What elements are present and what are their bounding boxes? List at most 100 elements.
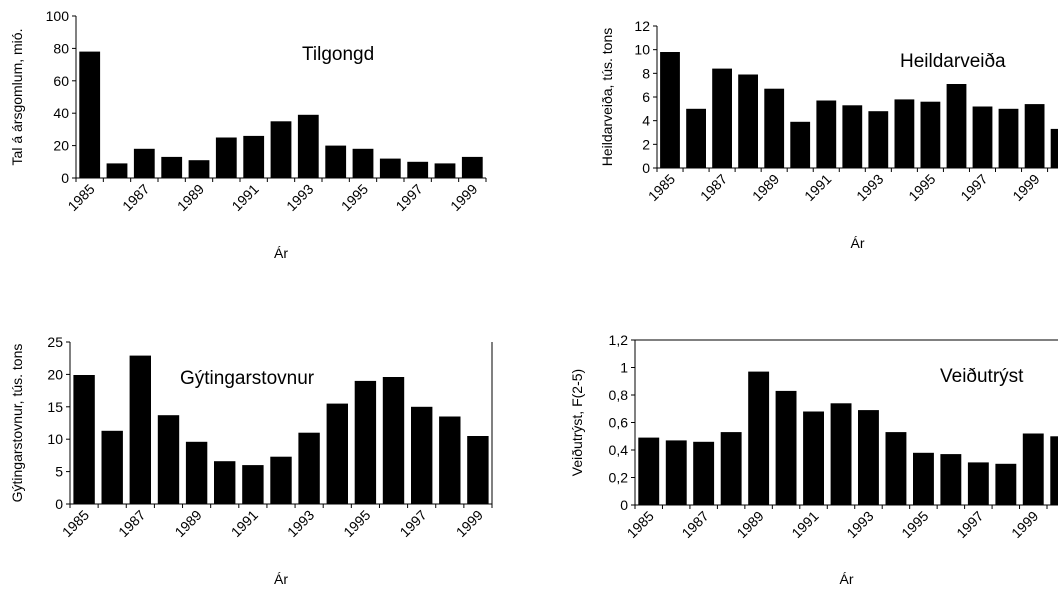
x-tick-label: 1993 (843, 508, 876, 541)
chart-title: Veiðutrýst (940, 366, 1024, 387)
y-tick-label: 4 (642, 113, 650, 129)
bar-1990 (790, 121, 811, 168)
y-tick-label: 0 (55, 496, 63, 512)
y-tick-label: 1 (620, 360, 628, 376)
x-tick-label: 1985 (624, 508, 657, 541)
bar-1999 (1022, 433, 1044, 505)
x-tick-label: 1995 (340, 507, 373, 540)
bar-1993 (868, 111, 889, 168)
x-tick-label: 1989 (749, 171, 782, 204)
x-tick-label: 1985 (59, 507, 92, 540)
x-tick-label: 1985 (64, 181, 97, 214)
y-tick-label: 10 (47, 431, 63, 447)
bar-1992 (270, 121, 292, 178)
y-tick-label: 0,8 (609, 387, 629, 403)
y-axis-label: Tal á ársgomlum, mió. (9, 29, 25, 166)
y-tick-label: 20 (47, 366, 63, 382)
bar-1998 (995, 463, 1017, 506)
bar-1998 (998, 108, 1019, 168)
bar-1990 (775, 390, 797, 505)
bar-1991 (242, 465, 264, 504)
bar-1991 (803, 411, 824, 505)
bar-1986 (686, 108, 706, 168)
chart-title: Heildarveiða (900, 51, 1006, 72)
bar-1985 (73, 375, 95, 504)
bar-2000 (1050, 436, 1058, 506)
bar-1989 (764, 88, 785, 168)
bar-1993 (298, 432, 320, 504)
bar-1995 (913, 452, 934, 506)
bar-1990 (214, 461, 236, 504)
bar-1994 (885, 432, 907, 505)
x-tick-label: 1997 (392, 181, 425, 214)
x-tick-label: 1999 (453, 507, 486, 540)
bar-1995 (920, 101, 941, 168)
y-tick-label: 0 (620, 497, 628, 513)
bar-1997 (967, 462, 989, 505)
y-tick-label: 15 (47, 399, 63, 415)
y-tick-label: 0 (61, 170, 69, 186)
y-tick-label: 12 (634, 18, 650, 34)
bar-1990 (215, 137, 237, 178)
bar-1985 (79, 51, 101, 178)
bar-1988 (161, 156, 183, 178)
x-tick-label: 1997 (957, 171, 990, 204)
y-tick-label: 5 (55, 464, 63, 480)
x-axis-label: Ár (851, 235, 865, 251)
y-tick-label: 10 (634, 42, 650, 58)
bar-1999 (1024, 104, 1045, 168)
y-tick-label: 6 (642, 89, 650, 105)
bar-1994 (326, 403, 348, 504)
bar-1992 (830, 403, 852, 506)
x-tick-label: 1997 (953, 508, 986, 541)
chart-panel-3: 0 5 10 15 20 25 1985 1987 1989 1991 1993 1995 1997 19… (9, 334, 493, 587)
chart-panel-1: 0 20 40 60 80 100 1985 1987 1989 1991 1993 1995 1997… (9, 8, 487, 261)
bar-1989 (185, 441, 208, 504)
x-tick-label: 1995 (905, 171, 938, 204)
y-tick-label: 1,2 (609, 332, 629, 348)
x-axis-label: Ár (840, 571, 854, 587)
y-axis-label: Veiðutrýst, F(2-5) (569, 369, 585, 476)
x-tick-label: 1997 (396, 507, 429, 540)
bar-1997 (407, 161, 429, 178)
x-tick-label: 1995 (338, 181, 371, 214)
x-tick-label: 1991 (788, 508, 821, 541)
y-tick-label: 8 (642, 65, 650, 81)
x-tick-label: 1993 (283, 181, 316, 214)
x-tick-label: 1989 (171, 507, 204, 540)
x-tick-label: 1987 (119, 181, 152, 214)
bar-1994 (894, 99, 915, 168)
x-tick-label: 1991 (228, 507, 261, 540)
bar-1992 (842, 105, 863, 168)
bar-1989 (188, 160, 210, 178)
bar-1988 (157, 415, 180, 504)
bar-1986 (665, 440, 687, 505)
bar-1997 (972, 106, 993, 168)
y-tick-label: 2 (642, 136, 650, 152)
bar-1986 (101, 430, 123, 504)
y-tick-label: 0,4 (609, 442, 629, 458)
x-tick-label: 1989 (174, 181, 207, 214)
y-tick-label: 40 (53, 105, 69, 121)
bar-1987 (129, 355, 151, 504)
x-tick-label: 1993 (284, 507, 317, 540)
bar-1999 (467, 436, 489, 504)
bar-1998 (434, 163, 456, 178)
bar-1987 (712, 68, 732, 168)
bar-1996 (379, 158, 401, 178)
chart-title: Gýtingarstovnur (180, 368, 315, 389)
bar-1989 (748, 371, 770, 505)
y-tick-label: 100 (46, 8, 70, 24)
bar-1999 (461, 156, 483, 178)
bar-1995 (354, 380, 377, 504)
bar-1987 (693, 441, 715, 506)
bar-1996 (940, 454, 962, 505)
chart-title: Tilgongd (302, 44, 374, 65)
x-tick-label: 1991 (228, 181, 261, 214)
x-tick-label: 1999 (1008, 508, 1041, 541)
bar-1985 (638, 437, 660, 505)
bar-1988 (720, 432, 742, 505)
